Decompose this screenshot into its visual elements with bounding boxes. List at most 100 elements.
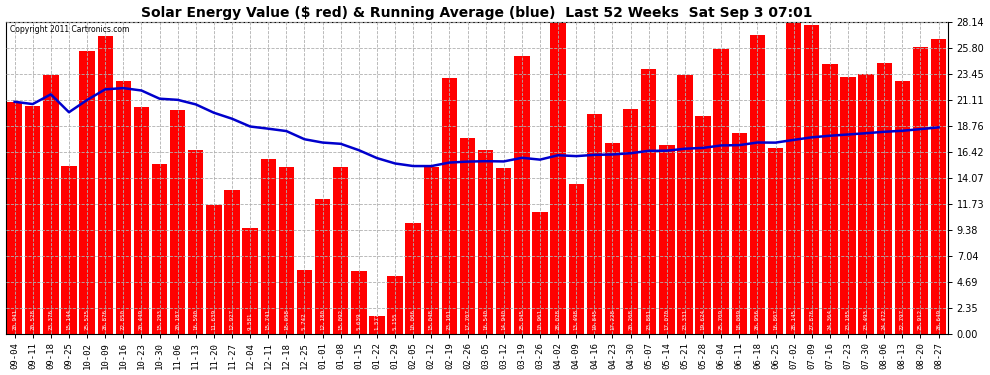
Text: 15.048: 15.048 [429, 309, 434, 330]
Text: 5.742: 5.742 [302, 313, 307, 330]
Bar [895, 81, 910, 333]
Text: 15.741: 15.741 [265, 309, 270, 330]
Bar [7, 102, 23, 333]
Text: 9.581: 9.581 [248, 313, 252, 330]
Bar [260, 159, 276, 333]
Bar [768, 147, 783, 333]
Text: Copyright 2011 Cartronics.com: Copyright 2011 Cartronics.com [10, 25, 130, 34]
Text: 25.525: 25.525 [84, 309, 89, 330]
Text: 10.961: 10.961 [538, 309, 543, 330]
Text: 20.187: 20.187 [175, 309, 180, 330]
Bar [804, 25, 820, 333]
Bar [424, 167, 439, 333]
Text: 23.101: 23.101 [446, 309, 451, 330]
Text: 5.155: 5.155 [393, 313, 398, 330]
Text: 22.797: 22.797 [900, 309, 905, 330]
Text: 12.927: 12.927 [230, 309, 235, 330]
Bar [732, 134, 747, 333]
Bar [858, 74, 874, 333]
Bar [315, 199, 331, 333]
Text: 25.912: 25.912 [918, 309, 923, 330]
Text: 20.449: 20.449 [139, 309, 144, 330]
Text: 19.624: 19.624 [701, 309, 706, 330]
Bar [931, 39, 946, 333]
Text: 17.707: 17.707 [465, 309, 470, 330]
Text: 28.028: 28.028 [555, 309, 560, 330]
Bar [478, 150, 493, 333]
Text: 24.472: 24.472 [882, 309, 887, 330]
Text: 15.058: 15.058 [284, 309, 289, 330]
Bar [369, 316, 385, 333]
Bar [496, 168, 512, 333]
Bar [387, 276, 403, 333]
Bar [913, 47, 929, 333]
Text: 10.006: 10.006 [411, 309, 416, 330]
Bar [278, 167, 294, 333]
Text: 23.376: 23.376 [49, 309, 53, 330]
Bar [206, 205, 222, 333]
Bar [677, 75, 693, 333]
Text: 24.364: 24.364 [828, 309, 833, 330]
Bar [61, 166, 76, 333]
Text: 12.180: 12.180 [320, 309, 325, 330]
Bar [841, 77, 855, 333]
Text: 26.649: 26.649 [937, 309, 941, 330]
Bar [297, 270, 312, 333]
Text: 16.807: 16.807 [773, 309, 778, 330]
Text: 15.092: 15.092 [339, 309, 344, 330]
Bar [151, 164, 167, 333]
Text: 11.639: 11.639 [212, 309, 217, 330]
Text: 25.709: 25.709 [719, 309, 724, 330]
Text: 28.145: 28.145 [791, 309, 796, 330]
Text: 15.144: 15.144 [66, 309, 71, 330]
Text: 26.876: 26.876 [103, 309, 108, 330]
Bar [44, 75, 58, 333]
Bar [170, 110, 185, 333]
Bar [188, 150, 204, 333]
Bar [695, 116, 711, 333]
Bar [659, 145, 674, 333]
Text: 13.498: 13.498 [574, 309, 579, 330]
Text: 26.956: 26.956 [755, 309, 760, 330]
Text: 20.268: 20.268 [628, 309, 634, 330]
Bar [25, 106, 41, 333]
Bar [97, 36, 113, 333]
Text: 17.070: 17.070 [664, 309, 669, 330]
Bar [533, 212, 547, 333]
Text: 16.540: 16.540 [483, 309, 488, 330]
Text: 19.845: 19.845 [592, 309, 597, 330]
Bar [568, 184, 584, 333]
Bar [550, 23, 566, 333]
Bar [406, 223, 421, 333]
Text: 15.293: 15.293 [157, 309, 162, 330]
Bar [587, 114, 602, 333]
Bar [876, 63, 892, 333]
Bar [333, 166, 348, 333]
Text: 23.881: 23.881 [646, 309, 651, 330]
Bar [623, 109, 639, 333]
Text: 17.228: 17.228 [610, 309, 615, 330]
Text: 5.639: 5.639 [356, 313, 361, 330]
Bar [351, 271, 366, 333]
Text: 22.850: 22.850 [121, 309, 126, 330]
Text: 25.045: 25.045 [520, 309, 525, 330]
Bar [134, 107, 149, 333]
Bar [225, 190, 240, 333]
Title: Solar Energy Value ($ red) & Running Average (blue)  Last 52 Weeks  Sat Sep 3 07: Solar Energy Value ($ red) & Running Ave… [141, 6, 813, 20]
Bar [786, 22, 801, 333]
Text: 20.528: 20.528 [31, 309, 36, 330]
Bar [605, 143, 620, 333]
Text: 23.331: 23.331 [682, 309, 687, 330]
Text: 27.876: 27.876 [809, 309, 815, 330]
Text: 1.577: 1.577 [374, 313, 379, 330]
Bar [79, 51, 95, 333]
Text: 16.590: 16.590 [193, 309, 198, 330]
Bar [459, 138, 475, 333]
Bar [749, 35, 765, 333]
Bar [116, 81, 131, 333]
Text: 20.941: 20.941 [12, 309, 17, 330]
Bar [714, 49, 729, 333]
Bar [514, 56, 530, 333]
Bar [823, 64, 838, 333]
Text: 14.940: 14.940 [501, 309, 506, 330]
